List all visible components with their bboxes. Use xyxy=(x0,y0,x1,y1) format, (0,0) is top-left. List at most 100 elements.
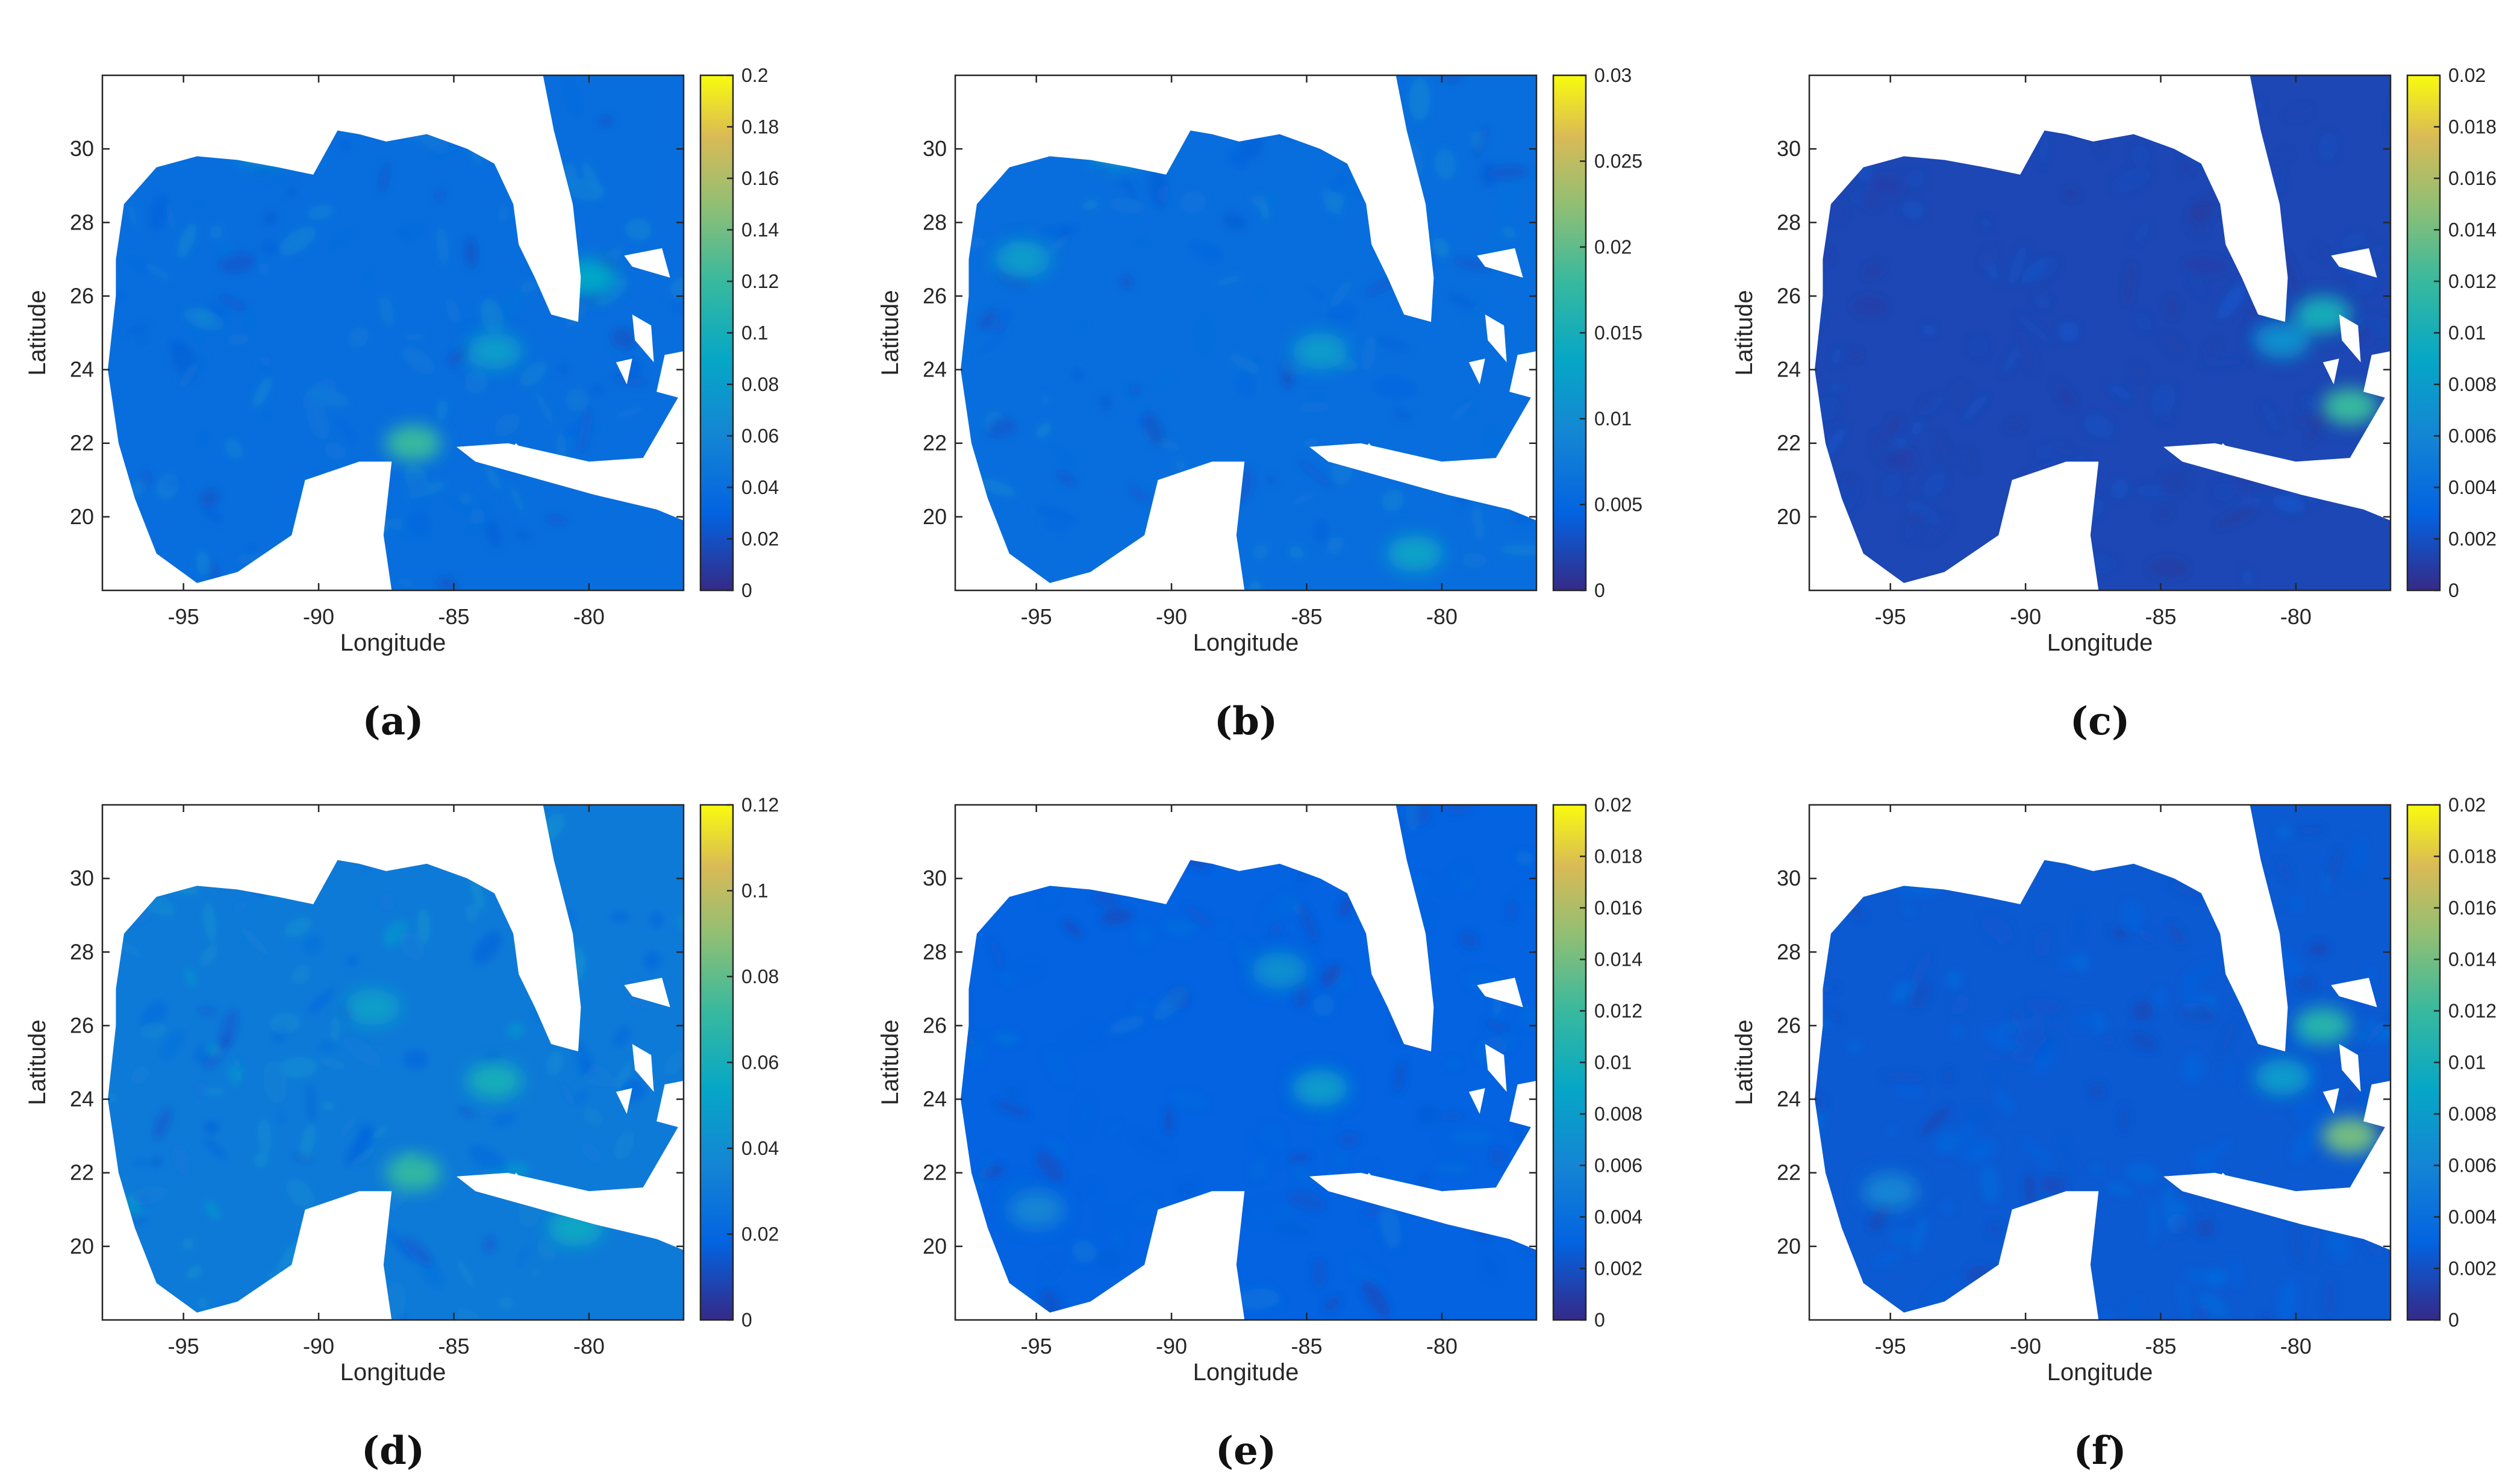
field-blob xyxy=(1406,805,1418,832)
y-tick-label: 20 xyxy=(1777,504,1801,529)
y-tick-label: 20 xyxy=(70,504,94,529)
field-blob xyxy=(977,333,1007,355)
field-blob xyxy=(1179,97,1221,122)
hotspot xyxy=(2254,1058,2310,1095)
field-blob xyxy=(205,1200,220,1220)
x-tick-label: -85 xyxy=(438,1334,469,1358)
field-blob xyxy=(460,493,472,505)
field-blob xyxy=(1923,324,1935,336)
bahamas-island xyxy=(632,1044,654,1092)
field-blob xyxy=(2236,497,2268,505)
field-blob xyxy=(2148,558,2189,578)
field-blob xyxy=(468,1145,508,1174)
colorbar-tick-label: 0.12 xyxy=(741,270,779,292)
field-blob xyxy=(519,280,540,293)
field-blob xyxy=(194,1083,210,1097)
field-blob xyxy=(1985,840,2014,874)
field-blob xyxy=(182,1238,194,1251)
field-blob xyxy=(1343,1176,1358,1190)
field-blob xyxy=(1162,125,1170,146)
field-blob xyxy=(1863,189,1883,210)
field-blob xyxy=(126,200,139,230)
field-blob xyxy=(307,399,329,440)
field-blob xyxy=(195,308,212,326)
field-blob xyxy=(1074,320,1087,333)
x-tick-label: -90 xyxy=(2010,1334,2041,1358)
field-blob xyxy=(1127,49,1158,70)
bahamas-island xyxy=(632,314,654,363)
field-blob xyxy=(881,1107,901,1128)
field-blob xyxy=(1919,118,1934,131)
field-blob xyxy=(399,932,425,961)
panel-d: -95 -90 -85 -80 20 22 24 26 28 30 Longitude Latitud… xyxy=(24,794,779,1386)
field-blob xyxy=(1261,893,1297,925)
field-blob xyxy=(379,162,390,194)
field-blob xyxy=(2022,257,2047,284)
hotspot xyxy=(1862,1173,1918,1210)
field-blob xyxy=(185,966,196,987)
field-blob xyxy=(2179,160,2192,174)
field-blob xyxy=(2125,1162,2160,1184)
y-tick-label: 28 xyxy=(1777,939,1801,964)
field-blob xyxy=(492,1112,516,1128)
field-blob xyxy=(346,955,358,966)
field-blob xyxy=(151,1157,162,1167)
field-blob xyxy=(1185,1275,1211,1293)
field-blob xyxy=(1964,449,1976,473)
field-blob xyxy=(1084,1182,1100,1199)
field-blob xyxy=(196,1007,218,1015)
field-blob xyxy=(908,1053,944,1086)
field-blob xyxy=(1008,604,1018,628)
x-tick-label: -90 xyxy=(2010,604,2041,629)
sea-field xyxy=(108,805,684,1320)
field-blob xyxy=(1118,75,1143,90)
field-blob xyxy=(1520,1006,1536,1028)
field-blob xyxy=(2319,132,2338,161)
field-blob xyxy=(1099,395,1112,411)
field-blob xyxy=(1129,485,1149,504)
colorbar-tick-label: 0.004 xyxy=(1594,1206,1642,1228)
field-blob xyxy=(1249,1159,1267,1181)
field-blob xyxy=(1488,1146,1506,1167)
x-axis-label: Longitude xyxy=(340,630,446,656)
field-blob xyxy=(2341,231,2367,249)
y-tick-label: 24 xyxy=(923,1087,947,1112)
field-blob xyxy=(1887,1127,1897,1135)
field-blob xyxy=(2204,340,2220,358)
bahamas-island xyxy=(1485,314,1507,363)
bahamas-island xyxy=(1485,1044,1507,1092)
field-blob xyxy=(993,1031,1020,1046)
field-blob xyxy=(2111,168,2150,193)
y-tick-label: 22 xyxy=(1777,1160,1801,1185)
field-blob xyxy=(1222,75,1243,90)
field-blob xyxy=(1470,289,1482,330)
sea-field xyxy=(881,742,1536,1320)
y-tick-label: 22 xyxy=(923,431,947,455)
field-blob xyxy=(299,1122,316,1161)
field-blob xyxy=(427,139,461,164)
field-blob xyxy=(219,295,246,310)
field-blob xyxy=(2136,485,2168,497)
field-blob xyxy=(2283,252,2300,295)
y-tick-label: 22 xyxy=(923,1160,947,1185)
field-blob xyxy=(536,890,558,913)
field-blob xyxy=(1079,828,1088,840)
x-tick-label: -80 xyxy=(573,604,605,629)
colorbar xyxy=(2406,74,2441,592)
colorbar-tick-label: 0.04 xyxy=(741,477,779,498)
field-blob xyxy=(1882,1072,1926,1083)
field-blob xyxy=(1092,890,1118,908)
field-blob xyxy=(243,308,258,333)
field-blob xyxy=(1295,742,1329,780)
field-blob xyxy=(1074,858,1096,881)
field-blob xyxy=(2203,149,2215,161)
hotspot xyxy=(466,333,522,370)
bahamas-island xyxy=(616,1088,632,1114)
field-blob xyxy=(233,901,248,913)
colorbar-tick-label: 0.002 xyxy=(2448,528,2497,550)
field-blob xyxy=(1196,542,1212,586)
field-blob xyxy=(1294,1166,1313,1186)
field-blob xyxy=(914,1183,950,1223)
bahamas-island xyxy=(1509,351,1536,399)
field-blob xyxy=(1996,805,2026,813)
